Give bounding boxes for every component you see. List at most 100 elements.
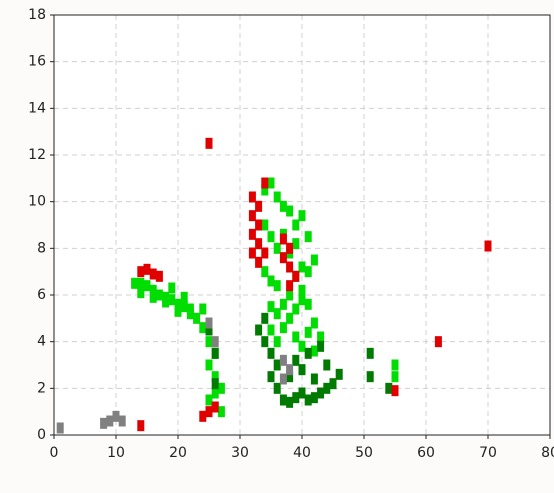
echo-cell bbox=[248, 210, 256, 222]
echo-cell bbox=[180, 291, 188, 303]
echo-cell bbox=[391, 385, 399, 397]
echo-cell bbox=[205, 324, 213, 336]
y-tick-label: 0 bbox=[37, 427, 46, 443]
echo-cell bbox=[205, 394, 213, 406]
echo-cell bbox=[137, 266, 145, 278]
echo-cell bbox=[286, 312, 294, 324]
echo-cell bbox=[267, 177, 275, 189]
echo-cell bbox=[261, 336, 269, 348]
x-tick-label: 0 bbox=[50, 445, 59, 461]
echo-cell bbox=[292, 238, 300, 250]
echo-cell bbox=[304, 266, 312, 278]
echo-cell bbox=[255, 256, 263, 268]
x-tick-label: 40 bbox=[293, 445, 311, 461]
echo-cell bbox=[248, 228, 256, 240]
echo-cell bbox=[317, 340, 325, 352]
echo-cell bbox=[261, 184, 269, 196]
echo-cell bbox=[279, 394, 287, 406]
echo-cell bbox=[286, 289, 294, 301]
echo-cell bbox=[261, 266, 269, 278]
echo-cell bbox=[292, 219, 300, 231]
y-tick-label: 12 bbox=[28, 147, 46, 163]
echo-cell bbox=[304, 231, 312, 243]
echo-cell bbox=[273, 242, 281, 254]
echo-cell bbox=[310, 254, 318, 266]
echo-cell bbox=[180, 301, 188, 313]
echo-cell bbox=[385, 382, 393, 394]
echo-cell bbox=[273, 308, 281, 320]
echo-cell bbox=[100, 417, 108, 429]
echo-cell bbox=[211, 378, 219, 390]
echo-cell bbox=[267, 371, 275, 383]
echo-cell bbox=[112, 410, 120, 422]
echo-cell bbox=[279, 233, 287, 245]
echo-cell bbox=[199, 322, 207, 334]
echo-cell bbox=[174, 298, 182, 310]
x-tick-label: 70 bbox=[479, 445, 497, 461]
echo-cell bbox=[279, 354, 287, 366]
y-tick-label: 6 bbox=[37, 287, 46, 303]
x-tick-label: 50 bbox=[355, 445, 373, 461]
echo-cell bbox=[217, 382, 225, 394]
echo-cell bbox=[261, 219, 269, 231]
echo-cell bbox=[205, 336, 213, 348]
echo-cell bbox=[168, 294, 176, 306]
echo-cell bbox=[286, 280, 294, 292]
echo-cell bbox=[292, 354, 300, 366]
echo-cell bbox=[298, 387, 306, 399]
echo-cell bbox=[205, 317, 213, 329]
echo-cell bbox=[131, 277, 139, 289]
echo-cell bbox=[267, 275, 275, 287]
echo-cell bbox=[335, 368, 343, 380]
echo-cell bbox=[329, 378, 337, 390]
echo-cell bbox=[279, 200, 287, 212]
echo-cell bbox=[273, 336, 281, 348]
echo-cell bbox=[286, 242, 294, 254]
echo-cell bbox=[310, 345, 318, 357]
y-tick-label: 10 bbox=[28, 194, 46, 210]
echo-cell bbox=[255, 238, 263, 250]
y-tick-label: 14 bbox=[28, 100, 46, 116]
echo-cell bbox=[304, 298, 312, 310]
echo-cell bbox=[304, 394, 312, 406]
x-tick-label: 80 bbox=[541, 445, 554, 461]
echo-cell bbox=[298, 284, 306, 296]
echo-cell bbox=[118, 415, 126, 427]
x-tick-label: 10 bbox=[107, 445, 125, 461]
echo-cell bbox=[186, 308, 194, 320]
echo-cell bbox=[193, 312, 201, 324]
echo-cell bbox=[292, 392, 300, 404]
echo-cell bbox=[317, 331, 325, 343]
echo-cell bbox=[255, 200, 263, 212]
echo-cell bbox=[298, 294, 306, 306]
echo-cell bbox=[310, 392, 318, 404]
echo-cell bbox=[298, 261, 306, 273]
echo-cell bbox=[162, 296, 170, 308]
y-tick-label: 18 bbox=[28, 7, 46, 23]
echo-cell bbox=[273, 191, 281, 203]
echo-cell bbox=[286, 364, 294, 376]
echo-cell bbox=[205, 406, 213, 418]
x-tick-label: 20 bbox=[169, 445, 187, 461]
echo-cell bbox=[298, 210, 306, 222]
echo-cell bbox=[168, 282, 176, 294]
echo-cell bbox=[267, 347, 275, 359]
echo-cell bbox=[391, 359, 399, 371]
echo-cell bbox=[286, 396, 294, 408]
echo-cell bbox=[273, 359, 281, 371]
echo-cell bbox=[255, 219, 263, 231]
echo-cell bbox=[279, 252, 287, 264]
echo-cell bbox=[56, 422, 64, 434]
echo-cell bbox=[317, 387, 325, 399]
echo-cell bbox=[304, 347, 312, 359]
echo-cell bbox=[366, 371, 374, 383]
x-tick-label: 60 bbox=[417, 445, 435, 461]
echo-cell bbox=[267, 301, 275, 313]
echo-cell bbox=[286, 371, 294, 383]
x-tick-label: 30 bbox=[231, 445, 249, 461]
echo-cell bbox=[248, 191, 256, 203]
echo-cell bbox=[286, 261, 294, 273]
echo-cell bbox=[292, 270, 300, 282]
